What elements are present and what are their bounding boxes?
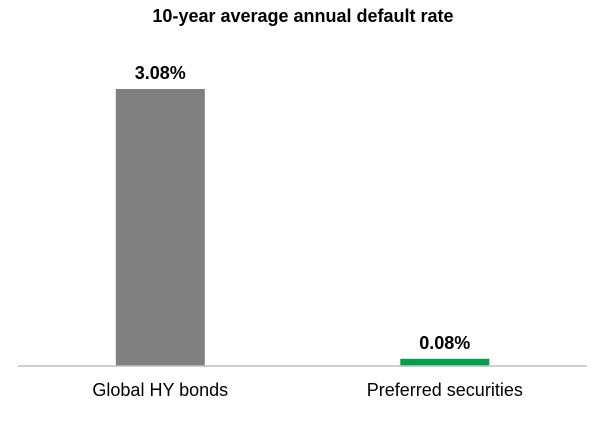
bar-0	[115, 89, 205, 366]
bars-group	[115, 89, 490, 366]
data-labels-group: 3.08% 0.08%	[135, 63, 471, 353]
chart-title: 10-year average annual default rate	[152, 6, 453, 26]
data-label-1: 0.08%	[419, 333, 470, 353]
x-tick-labels-group: Global HY bonds Preferred securities	[92, 380, 522, 400]
bar-1	[400, 358, 490, 366]
x-tick-label-0: Global HY bonds	[92, 380, 228, 400]
x-tick-label-1: Preferred securities	[367, 380, 523, 400]
data-label-0: 3.08%	[135, 63, 186, 83]
